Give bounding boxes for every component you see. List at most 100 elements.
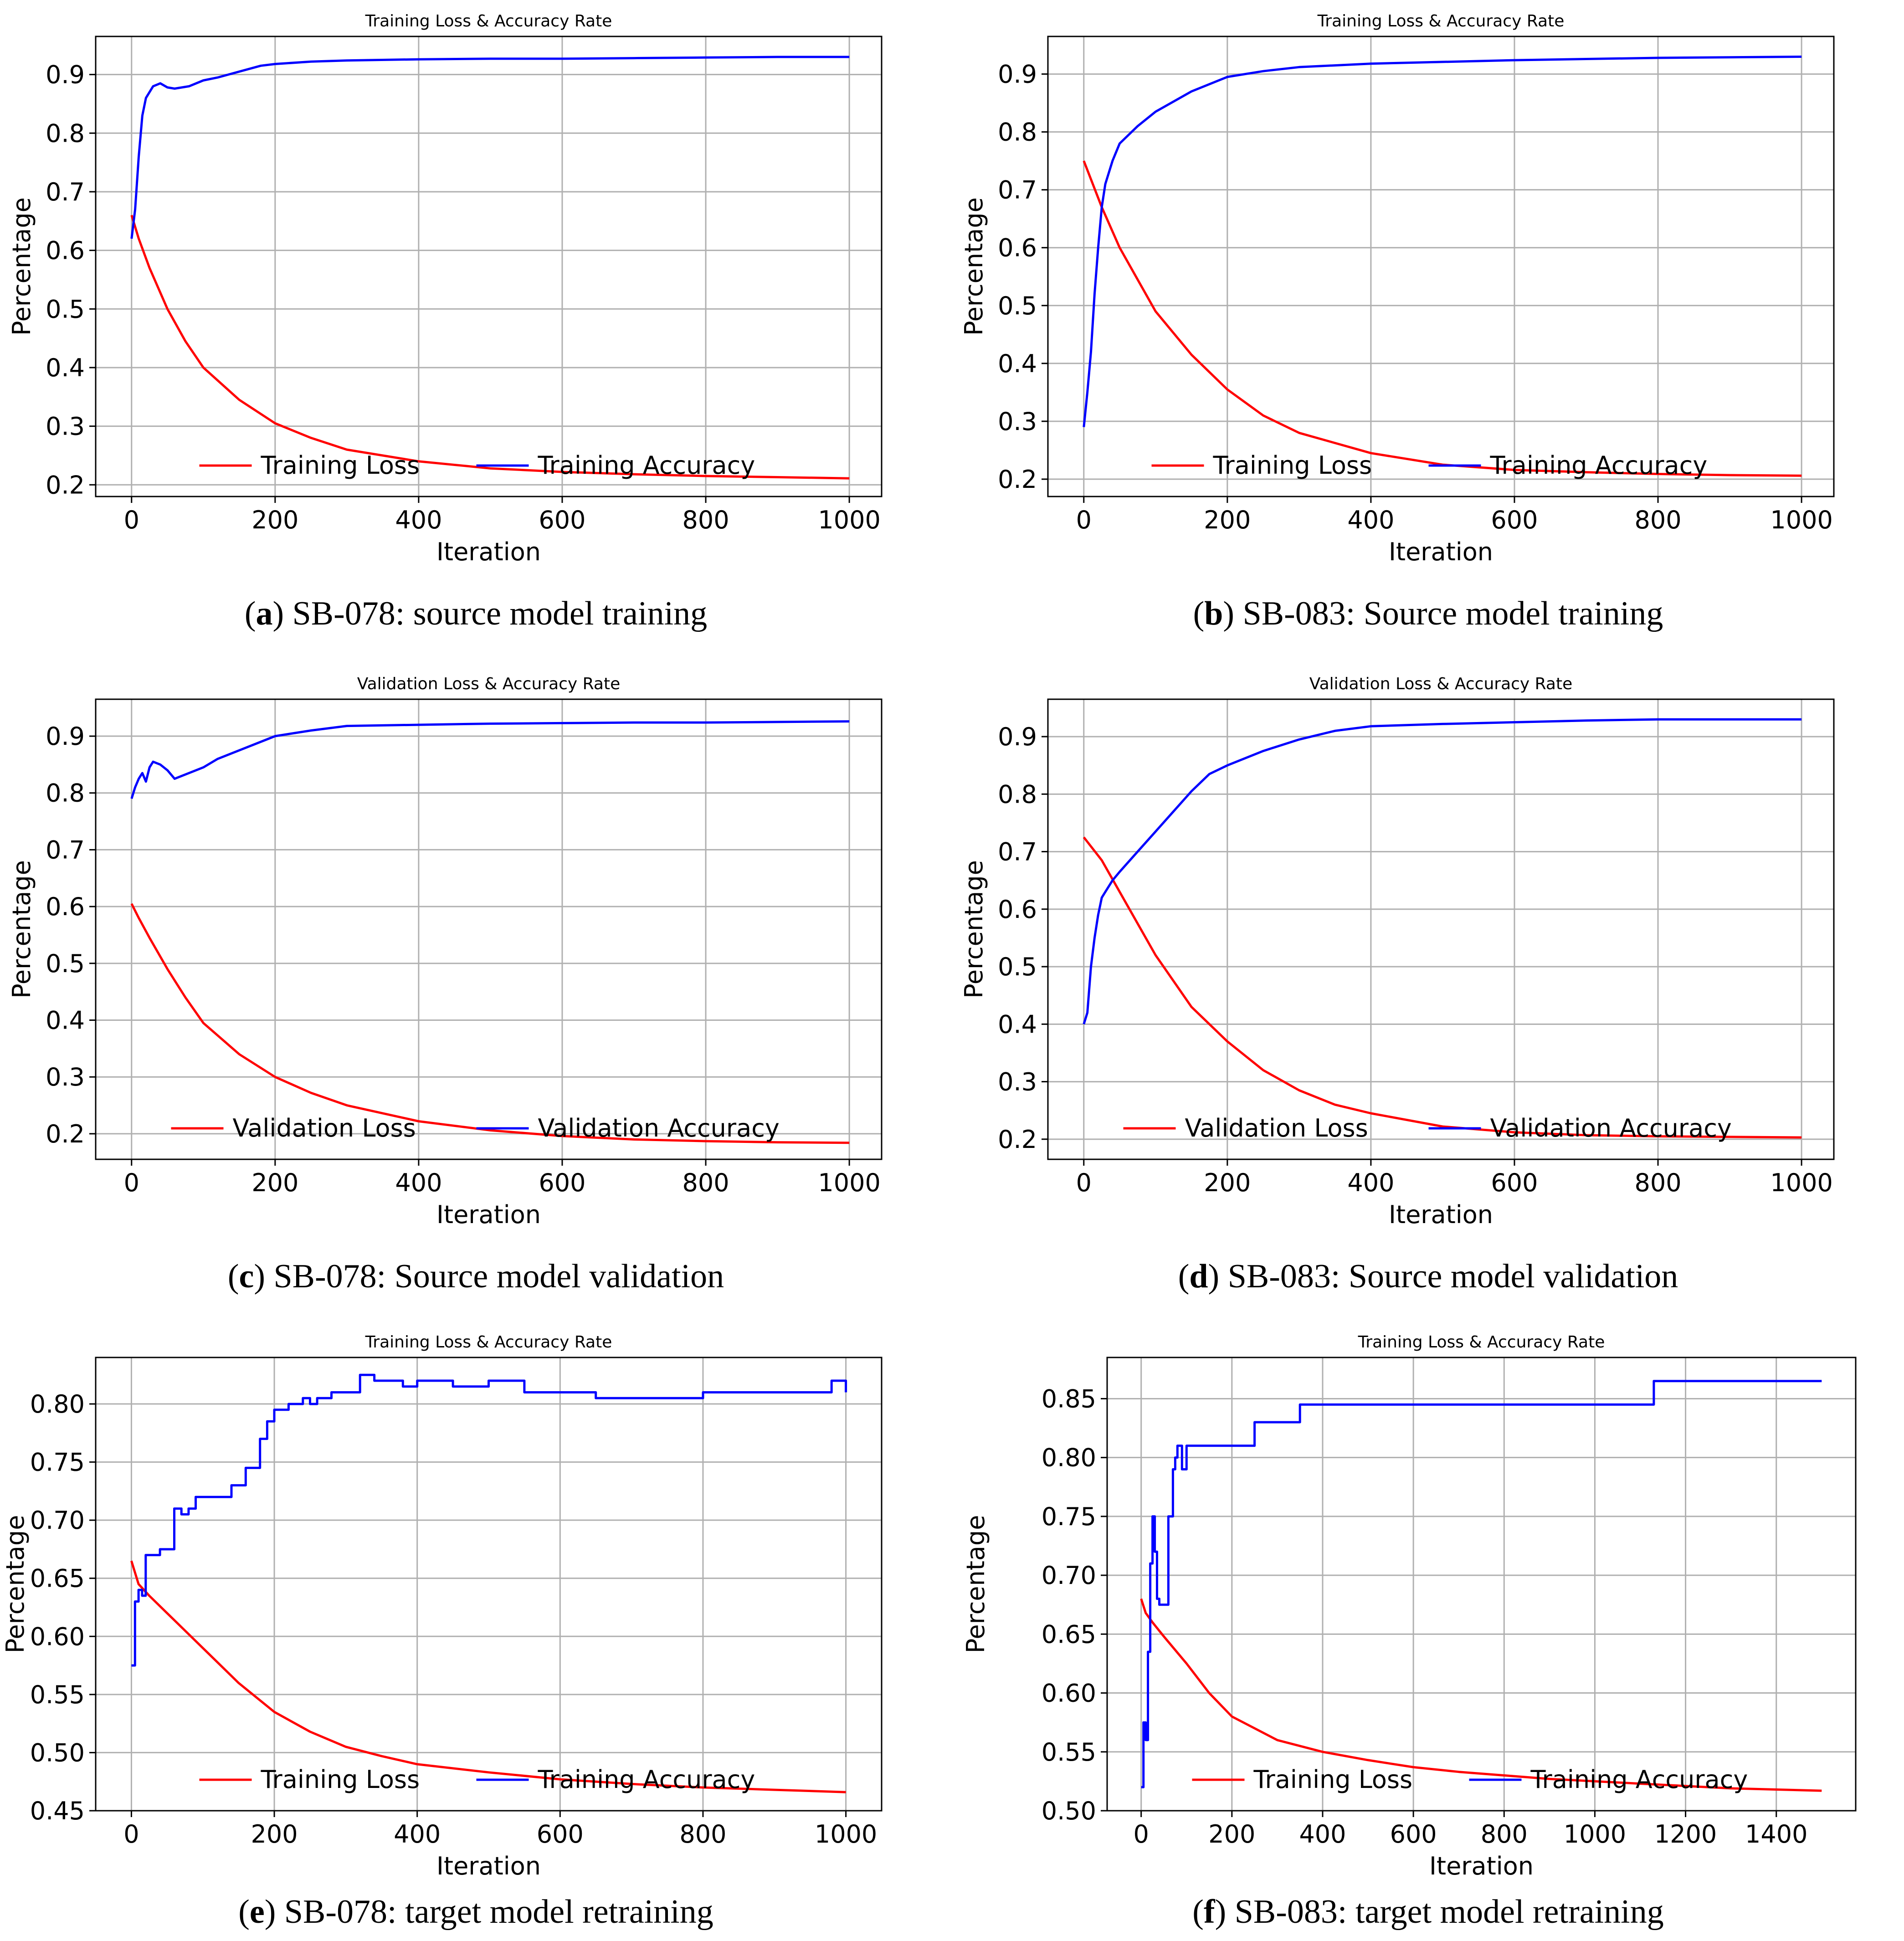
y-tick-label: 0.5	[998, 953, 1037, 981]
y-tick-label: 0.9	[46, 722, 85, 751]
grid	[1048, 36, 1834, 497]
x-tick-label: 1400	[1745, 1820, 1807, 1849]
x-tick-label: 400	[1347, 506, 1394, 534]
legend: Validation Loss Validation Accuracy	[1123, 1114, 1732, 1142]
legend: Validation Loss Validation Accuracy	[171, 1114, 780, 1142]
y-tick-label: 0.9	[46, 61, 85, 89]
series-line-training-loss	[130, 215, 850, 480]
y-tick-label: 0.6	[998, 895, 1037, 924]
y-tick-label: 0.45	[30, 1797, 85, 1825]
y-axis-label: Percentage	[7, 197, 36, 336]
chart-title: Training Loss & Accuracy Rate	[365, 1333, 612, 1352]
legend-label: Validation Loss	[233, 1114, 416, 1142]
grid	[96, 1357, 882, 1812]
x-tick-label: 0	[124, 1168, 139, 1197]
series-line-training-loss	[1140, 1598, 1822, 1792]
x-tick-label: 200	[251, 1168, 298, 1197]
y-tick-label: 0.7	[998, 838, 1037, 866]
x-axis-label: Iteration	[436, 1852, 541, 1880]
caption-a-text: SB-078: source model training	[292, 595, 708, 632]
x-tick-label: 600	[537, 1820, 584, 1849]
y-tick-label: 0.3	[46, 412, 85, 441]
y-tick-label: 0.5	[998, 292, 1037, 320]
x-tick-label: 800	[1481, 1820, 1528, 1849]
y-axis-label: Percentage	[7, 860, 36, 999]
caption-a: (a) SB-078: source model training	[244, 595, 708, 632]
chart-title: Validation Loss & Accuracy Rate	[357, 675, 620, 693]
y-tick-label: 0.70	[30, 1506, 85, 1535]
y-tick-label: 0.60	[30, 1622, 85, 1651]
y-tick-label: 0.6	[46, 892, 85, 921]
y-tick-label: 0.80	[1042, 1444, 1096, 1472]
y-tick-label: 0.4	[998, 349, 1037, 378]
legend: Training Loss Training Accuracy	[1192, 1765, 1748, 1794]
series-line-validation-accuracy	[130, 720, 850, 799]
x-axis-label: Iteration	[1389, 1200, 1493, 1229]
plot-frame	[1106, 1357, 1857, 1812]
legend: Training Loss Training Accuracy	[199, 451, 755, 480]
y-tick-label: 0.5	[46, 295, 85, 323]
chart-f: Training Loss & Accuracy Rate 0 200 400 600 8…	[961, 1333, 1857, 1880]
x-tick-label: 200	[1204, 506, 1251, 534]
legend: Training Loss Training Accuracy	[199, 1765, 755, 1794]
grid	[1107, 1357, 1856, 1812]
y-axis-label: Percentage	[960, 197, 988, 336]
series-line-training-loss	[1083, 160, 1802, 477]
chart-title: Training Loss & Accuracy Rate	[1358, 1333, 1605, 1352]
y-tick-label: 0.9	[998, 722, 1037, 751]
series-line-training-accuracy	[131, 1373, 847, 1667]
legend-label: Validation Accuracy	[1490, 1114, 1732, 1142]
caption-b-label: b	[1204, 595, 1223, 632]
series-line-validation-accuracy	[1083, 718, 1802, 1025]
x-tick-label: 1000	[1770, 506, 1832, 534]
panel-b: Training Loss & Accuracy Rate 0 200 400 600 8…	[952, 0, 1904, 647]
y-tick-label: 0.60	[1042, 1679, 1096, 1708]
x-tick-label: 0	[124, 506, 139, 534]
x-axis-label: Iteration	[436, 1200, 541, 1229]
y-tick-label: 0.8	[46, 779, 85, 808]
x-tick-label: 0	[1134, 1820, 1149, 1849]
x-axis-label: Iteration	[1389, 538, 1493, 566]
y-tick-label: 0.4	[998, 1010, 1037, 1039]
x-tick-label: 400	[395, 1168, 442, 1197]
x-tick-label: 200	[251, 1820, 298, 1849]
legend-label: Training Loss	[261, 1765, 420, 1794]
y-tick-label: 0.6	[998, 234, 1037, 262]
caption-e: (e) SB-078: target model retraining	[238, 1893, 713, 1931]
caption-d: (d) SB-083: Source model validation	[1178, 1258, 1678, 1295]
series-line-training-accuracy	[1083, 56, 1802, 427]
series-line-training-loss	[130, 1560, 846, 1793]
y-tick-label: 0.2	[46, 471, 85, 499]
y-tick-label: 0.4	[46, 353, 85, 382]
x-tick-label: 1000	[818, 1168, 880, 1197]
legend-label: Training Accuracy	[538, 451, 755, 480]
x-axis-label: Iteration	[1429, 1852, 1534, 1880]
chart-c: Validation Loss & Accuracy Rate 0 200 400 60…	[7, 675, 883, 1229]
x-tick-label: 600	[1491, 506, 1538, 534]
plot-frame	[1047, 698, 1835, 1160]
x-tick-label: 600	[539, 506, 585, 534]
y-tick-label: 0.55	[1042, 1738, 1096, 1767]
x-tick-label: 800	[1635, 506, 1682, 534]
y-tick-label: 0.6	[46, 236, 85, 265]
y-tick-label: 0.55	[30, 1680, 85, 1709]
x-tick-label: 1000	[1564, 1820, 1626, 1849]
y-tick-label: 0.75	[1042, 1502, 1096, 1531]
caption-d-text: SB-083: Source model validation	[1227, 1258, 1678, 1295]
x-axis-label: Iteration	[436, 538, 541, 566]
panel-e: Training Loss & Accuracy Rate 0 200 400 600 8…	[0, 1326, 952, 1936]
legend-label: Training Loss	[1213, 451, 1372, 480]
y-tick-label: 0.80	[30, 1390, 85, 1419]
x-tick-label: 400	[1299, 1820, 1346, 1849]
caption-f: (f) SB-083: target model retraining	[1192, 1893, 1664, 1931]
chart-title: Training Loss & Accuracy Rate	[1317, 12, 1565, 31]
chart-b: Training Loss & Accuracy Rate 0 200 400 600 8…	[960, 12, 1835, 566]
plot-frame	[95, 36, 883, 497]
caption-e-label: e	[249, 1893, 265, 1931]
y-axis-label: Percentage	[1, 1515, 30, 1654]
y-tick-label: 0.3	[46, 1063, 85, 1091]
y-tick-label: 0.9	[998, 60, 1037, 89]
legend-label: Training Accuracy	[538, 1765, 755, 1794]
x-tick-label: 400	[394, 1820, 441, 1849]
x-tick-label: 600	[539, 1168, 585, 1197]
